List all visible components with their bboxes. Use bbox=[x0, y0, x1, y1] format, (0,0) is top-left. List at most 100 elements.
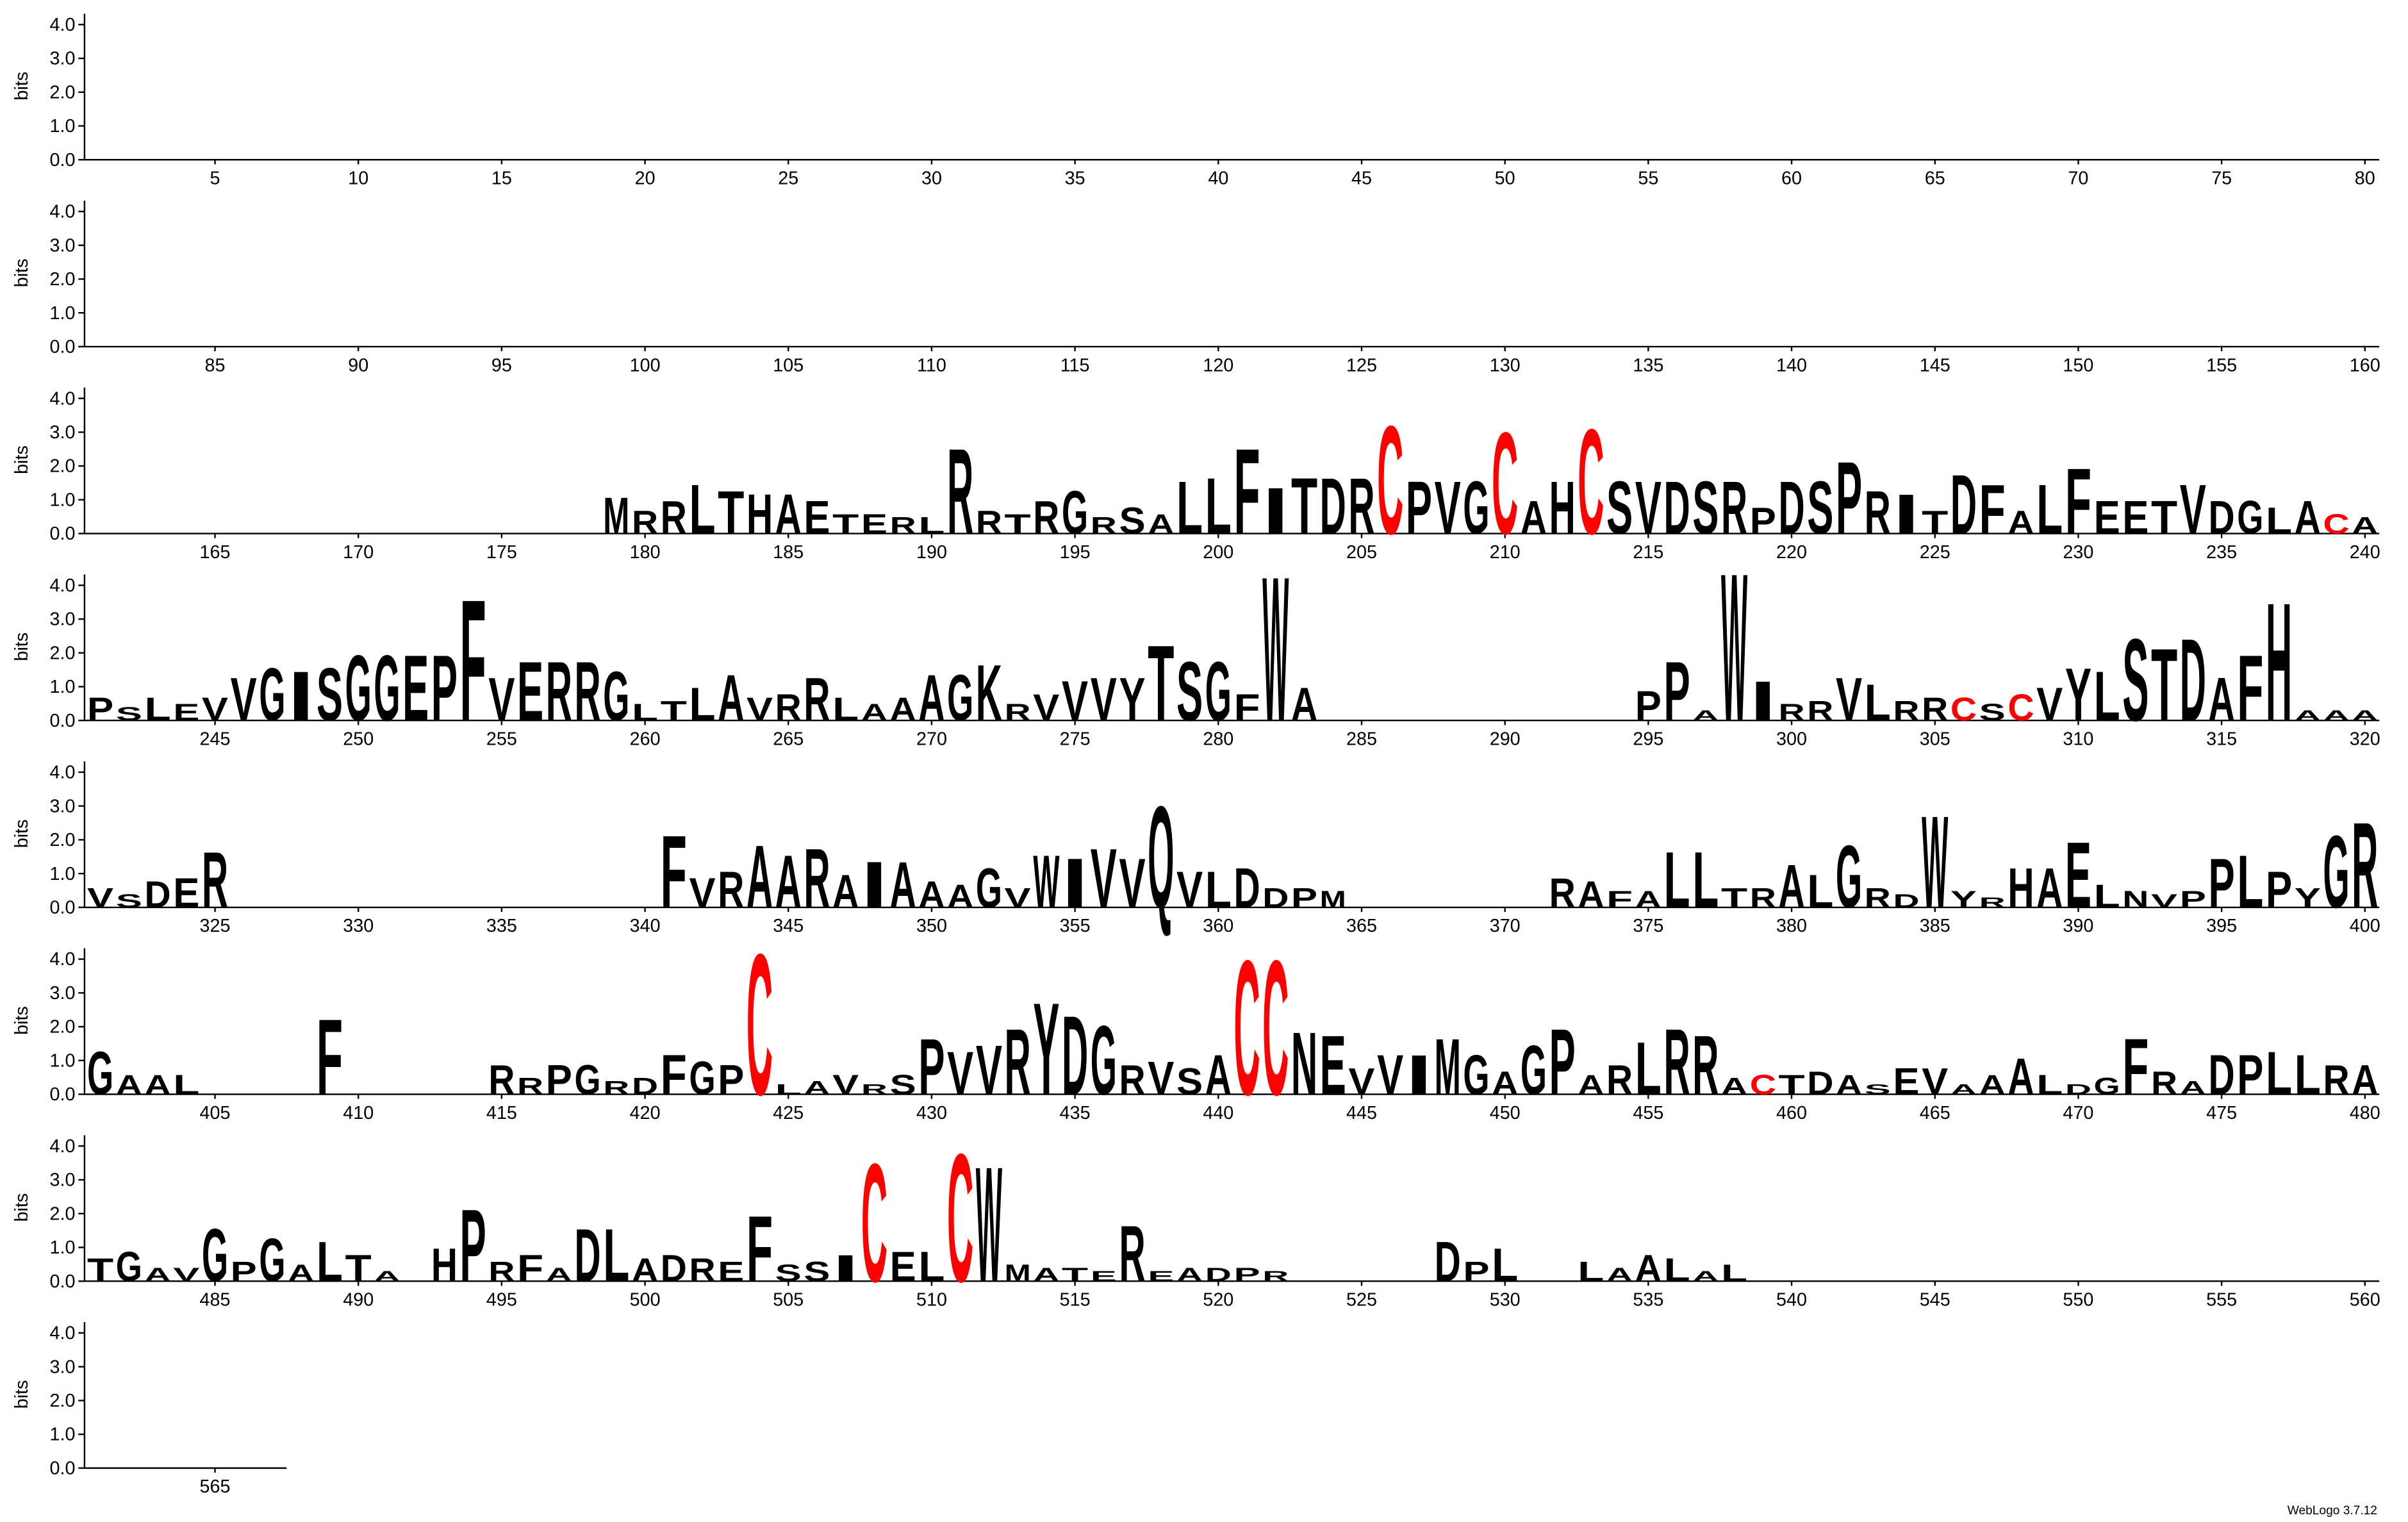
logo-letter: S bbox=[1807, 465, 1833, 550]
x-tick-label: 210 bbox=[1490, 542, 1521, 563]
logo-letter: R bbox=[1005, 1010, 1031, 1114]
logo-letter: D bbox=[661, 1248, 687, 1289]
x-tick-label: 555 bbox=[2206, 1290, 2237, 1311]
x-tick-label: 90 bbox=[348, 355, 368, 376]
logo-letter: L bbox=[603, 1213, 629, 1298]
logo-letter: S bbox=[1176, 1061, 1203, 1102]
logo-letter: E bbox=[861, 509, 887, 540]
logo-letter: D bbox=[1233, 857, 1260, 920]
x-tick-label: 200 bbox=[1203, 542, 1233, 563]
y-tick-label: 1.0 bbox=[50, 303, 76, 324]
logo-letter: M bbox=[1320, 886, 1346, 913]
logo-letter: I bbox=[1893, 483, 1919, 545]
logo-letter: C bbox=[1950, 691, 1977, 727]
logo-letter: R bbox=[2151, 1066, 2177, 1102]
logo-letter: T bbox=[1005, 509, 1032, 540]
logo-letter: A bbox=[2008, 1047, 2034, 1105]
logo-letter: R bbox=[575, 645, 601, 739]
logo-letter: C bbox=[947, 1116, 973, 1319]
x-tick-label: 255 bbox=[486, 729, 517, 750]
y-tick-label: 0.0 bbox=[50, 150, 76, 170]
logo-letter: T bbox=[1148, 624, 1174, 744]
x-tick-label: 215 bbox=[1633, 542, 1663, 563]
y-tick-label: 4.0 bbox=[50, 949, 76, 970]
logo-letter: A bbox=[1950, 1081, 1977, 1097]
x-tick-label: 130 bbox=[1490, 355, 1521, 376]
logo-letter: L bbox=[1492, 1239, 1518, 1291]
logo-letter: D bbox=[1262, 882, 1289, 913]
logo-letter: S bbox=[1865, 1081, 1891, 1097]
y-axis-label: bits bbox=[12, 72, 32, 101]
x-tick-label: 335 bbox=[486, 916, 517, 936]
logo-letter: L bbox=[832, 691, 859, 727]
logo-letter: R bbox=[1865, 882, 1891, 913]
x-tick-label: 425 bbox=[773, 1103, 804, 1123]
x-tick-label: 445 bbox=[1346, 1103, 1377, 1123]
logo-letter: L bbox=[689, 470, 715, 549]
logo-letter: P bbox=[1664, 645, 1690, 739]
logo-letter: R bbox=[1262, 1268, 1289, 1284]
logo-letter: L bbox=[1721, 1260, 1747, 1286]
logo-letter: D bbox=[1893, 891, 1919, 912]
logo-letter: G bbox=[345, 636, 372, 741]
logo-letter: T bbox=[718, 478, 744, 547]
logo-letter: E bbox=[173, 699, 199, 725]
logo-letter: D bbox=[1320, 461, 1346, 550]
logo-letter: R bbox=[1119, 1056, 1146, 1104]
logo-letter: Q bbox=[1148, 777, 1174, 939]
logo-letter: S bbox=[116, 891, 142, 912]
x-tick-label: 170 bbox=[343, 542, 374, 563]
x-tick-label: 95 bbox=[491, 355, 512, 376]
logo-letter: S bbox=[775, 1260, 802, 1286]
logo-letter: S bbox=[317, 652, 343, 737]
x-tick-label: 70 bbox=[2068, 169, 2088, 189]
logo-letter: V bbox=[488, 665, 515, 734]
logo-letter: G bbox=[2094, 1073, 2120, 1099]
logo-letter: T bbox=[832, 509, 859, 540]
logo-letter: L bbox=[1865, 674, 1891, 732]
x-tick-label: 500 bbox=[630, 1290, 661, 1311]
logo-letter: V bbox=[1119, 843, 1146, 922]
y-tick-label: 0.0 bbox=[50, 1458, 76, 1478]
logo-letter: L bbox=[1205, 861, 1232, 919]
logo-letter: Y bbox=[1950, 886, 1977, 913]
x-tick-label: 390 bbox=[2063, 916, 2093, 936]
logo-letter: L bbox=[2036, 1070, 2063, 1100]
logo-letter: P bbox=[87, 691, 113, 727]
logo-letter: D bbox=[1062, 992, 1088, 1119]
x-tick-label: 340 bbox=[630, 916, 661, 936]
x-tick-label: 15 bbox=[491, 169, 512, 189]
logo-letter: G bbox=[976, 857, 1002, 920]
logo-letter: P bbox=[1233, 1264, 1260, 1286]
logo-letter: P bbox=[2237, 1043, 2263, 1106]
logo-letter: C bbox=[1233, 921, 1260, 1136]
logo-letter: G bbox=[947, 661, 973, 734]
logo-letter: R bbox=[1692, 1018, 1719, 1113]
logo-letter: V bbox=[1005, 882, 1032, 913]
y-tick-label: 1.0 bbox=[50, 1237, 76, 1258]
x-tick-label: 565 bbox=[200, 1477, 231, 1497]
x-tick-label: 235 bbox=[2206, 542, 2237, 563]
logo-letter: T bbox=[1062, 1264, 1089, 1286]
logo-letter: R bbox=[1664, 1010, 1690, 1114]
logo-letter: L bbox=[1578, 1257, 1604, 1287]
logo-letter: E bbox=[2122, 492, 2148, 544]
y-axis-label: bits bbox=[12, 1193, 32, 1222]
logo-letter: G bbox=[259, 1226, 285, 1295]
logo-letter: V bbox=[1033, 687, 1059, 729]
x-tick-label: 35 bbox=[1065, 169, 1085, 189]
logo-letter: S bbox=[1692, 465, 1719, 550]
logo-letter: L bbox=[144, 691, 170, 727]
x-tick-label: 490 bbox=[343, 1290, 374, 1311]
y-tick-label: 3.0 bbox=[50, 235, 76, 256]
x-tick-label: 350 bbox=[916, 916, 947, 936]
x-tick-label: 520 bbox=[1203, 1290, 1233, 1311]
x-tick-label: 465 bbox=[1920, 1103, 1950, 1123]
logo-letter: V bbox=[173, 1264, 200, 1286]
logo-letter: A bbox=[2323, 707, 2349, 724]
x-tick-label: 140 bbox=[1776, 355, 1807, 376]
logo-letter: A bbox=[775, 839, 802, 923]
logo-letter: R bbox=[202, 835, 228, 924]
x-tick-label: 485 bbox=[200, 1290, 231, 1311]
